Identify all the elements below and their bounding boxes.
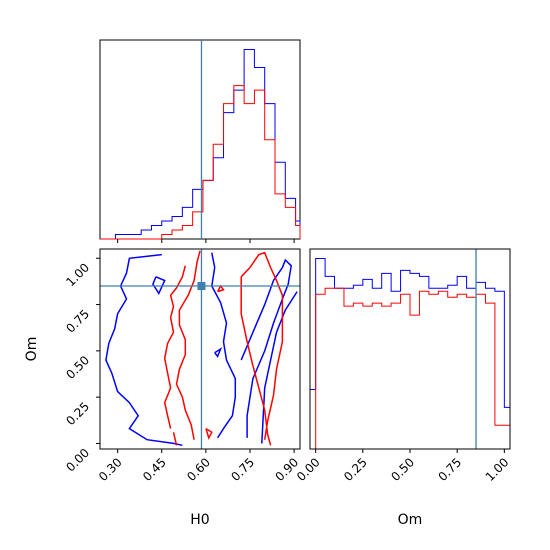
h0-histogram-panel — [99, 39, 301, 243]
contour-series-1-3 — [205, 427, 213, 440]
y-axis-label-om: Om — [24, 337, 40, 362]
om-ytick-label-0.25: 0.25 — [63, 399, 92, 428]
contour-series-1-5 — [240, 276, 272, 446]
om-xtick-label-1.00: 1.00 — [483, 455, 512, 484]
contour-series-0-5 — [261, 291, 298, 444]
joint-contours — [105, 250, 298, 447]
h0-histogram-frame — [99, 39, 301, 240]
contour-series-1-1 — [163, 265, 187, 429]
om-hist-series-0 — [309, 258, 511, 449]
om-xtick-label-0.75: 0.75 — [435, 455, 464, 484]
h0-xtick-label-0.90: 0.90 — [272, 455, 301, 484]
joint-y-ticks: 0.00 0.25 0.50 0.75 1.00 — [63, 257, 100, 475]
contour-series-0-4 — [214, 347, 223, 358]
om-ytick-label-0.00: 0.00 — [63, 446, 92, 475]
om-histogram-frame — [309, 248, 511, 450]
x-axis-label-om: Om — [398, 512, 423, 528]
contour-series-1-7 — [240, 266, 251, 278]
om-ytick-label-0.50: 0.50 — [63, 353, 92, 382]
h0-xtick-label-0.45: 0.45 — [140, 455, 169, 484]
om-histogram-panel: 0.00 0.25 0.50 0.75 1.00 Om — [294, 248, 511, 528]
contour-series-1-4 — [216, 284, 225, 293]
om-hist-series-1 — [310, 287, 511, 450]
x-axis-label-h0: H0 — [190, 512, 209, 528]
h0-histogram-bars — [100, 48, 301, 240]
om-histogram-x-ticks: 0.00 0.25 0.50 0.75 1.00 — [294, 449, 511, 484]
contour-series-1-2 — [172, 432, 178, 446]
h0-xtick-label-0.75: 0.75 — [228, 455, 257, 484]
joint-contour-frame — [99, 248, 301, 450]
joint-contour-panel: 0.30 0.45 0.60 0.75 0.90 0.00 0.25 0.50 0.75 1.0… — [24, 248, 301, 528]
om-histogram-bars — [309, 258, 511, 450]
om-ytick-label-0.75: 0.75 — [63, 307, 92, 336]
h0-hist-series-1 — [100, 85, 301, 240]
h0-hist-series-0 — [100, 48, 301, 240]
contour-series-1-0 — [175, 250, 201, 440]
contour-series-0-0 — [105, 253, 183, 447]
om-ytick-label-1.00: 1.00 — [63, 260, 92, 289]
contour-series-0-2 — [211, 252, 237, 439]
contour-series-1-6 — [249, 251, 284, 440]
h0-histogram-ticks — [117, 239, 295, 243]
om-xtick-label-0.00: 0.00 — [294, 455, 323, 484]
om-xtick-label-0.25: 0.25 — [341, 455, 370, 484]
om-xtick-label-0.50: 0.50 — [388, 455, 417, 484]
h0-xtick-label-0.30: 0.30 — [96, 455, 125, 484]
contour-series-0-1 — [152, 276, 166, 295]
joint-x-ticks: 0.30 0.45 0.60 0.75 0.90 — [96, 449, 301, 484]
h0-xtick-label-0.60: 0.60 — [184, 455, 213, 484]
truth-point-marker — [197, 282, 206, 291]
